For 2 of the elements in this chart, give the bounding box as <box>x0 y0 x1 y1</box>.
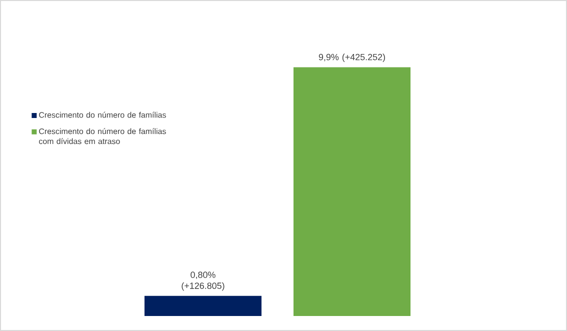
data-label: 0,80% (+126.805) <box>182 272 224 291</box>
data-label: 9,9% (+425.252) <box>318 54 385 62</box>
